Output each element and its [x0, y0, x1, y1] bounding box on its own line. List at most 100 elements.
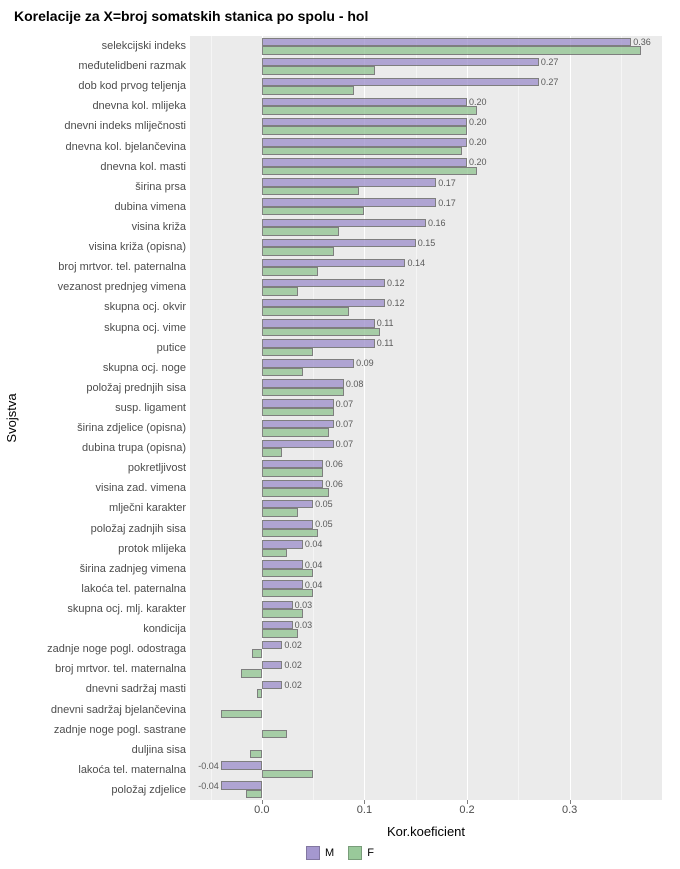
value-label: 0.04 [305, 539, 323, 549]
y-category-label: položaj zadnjih sisa [91, 523, 186, 535]
y-category-label: visina križa [132, 221, 186, 233]
bar-m [262, 540, 303, 549]
value-label: 0.08 [346, 379, 364, 389]
bar-f [262, 66, 375, 75]
value-label: 0.04 [305, 560, 323, 570]
bar-f [250, 750, 262, 759]
gridline-major [467, 36, 468, 800]
bar-f [262, 46, 642, 55]
bar-f [257, 689, 262, 698]
value-label: 0.20 [469, 137, 487, 147]
bar-f [262, 629, 298, 638]
legend-item-f: F [348, 846, 374, 860]
value-label: 0.06 [325, 459, 343, 469]
value-label: 0.14 [407, 258, 425, 268]
y-category-label: skupna ocj. noge [103, 362, 186, 374]
bar-f [262, 167, 477, 176]
bar-f [246, 790, 261, 799]
plot-area: 0.360.270.270.200.200.200.200.170.170.16… [190, 36, 662, 800]
value-label: 0.11 [377, 338, 394, 348]
value-label: 0.03 [295, 620, 313, 630]
chart-title: Korelacije za X=broj somatskih stanica p… [14, 8, 368, 24]
value-label: 0.04 [305, 580, 323, 590]
bar-f [262, 267, 318, 276]
value-label: 0.02 [284, 680, 302, 690]
bar-f [221, 710, 262, 719]
bar-f [262, 86, 354, 95]
value-label: 0.27 [541, 57, 559, 67]
bar-f [262, 187, 359, 196]
bar-f [262, 468, 324, 477]
value-label: 0.11 [377, 318, 394, 328]
y-category-label: putice [157, 342, 186, 354]
value-label: 0.27 [541, 77, 559, 87]
value-label: 0.12 [387, 298, 405, 308]
y-category-label: dnevna kol. mlijeka [92, 100, 186, 112]
bar-m [262, 219, 426, 228]
value-label: 0.07 [336, 439, 354, 449]
value-label: 0.02 [284, 640, 302, 650]
bar-m [221, 761, 262, 770]
bar-m [262, 158, 467, 167]
bar-m [262, 198, 436, 207]
bar-f [262, 328, 380, 337]
bar-f [262, 368, 303, 377]
bar-f [262, 247, 334, 256]
x-tick-label: 0.3 [562, 804, 577, 816]
value-label: 0.17 [438, 198, 456, 208]
bar-m [262, 420, 334, 429]
y-category-label: kondicija [143, 623, 186, 635]
bar-f [262, 348, 313, 357]
bar-f [262, 227, 339, 236]
value-label: 0.15 [418, 238, 436, 248]
y-category-label: skupna ocj. mlj. karakter [67, 603, 186, 615]
value-label: 0.06 [325, 479, 343, 489]
bar-m [262, 319, 375, 328]
value-label: 0.05 [315, 519, 333, 529]
value-label: 0.12 [387, 278, 405, 288]
bar-f [262, 488, 329, 497]
bar-f [262, 428, 329, 437]
bar-f [262, 730, 288, 739]
bar-m [262, 520, 313, 529]
value-label: 0.20 [469, 117, 487, 127]
bar-f [262, 508, 298, 517]
bar-m [262, 239, 416, 248]
y-category-label: zadnje noge pogl. sastrane [54, 724, 186, 736]
bar-f [262, 287, 298, 296]
legend-swatch-f [348, 846, 362, 860]
y-category-label: visina zad. vimena [96, 482, 187, 494]
legend: M F [0, 846, 680, 860]
y-category-label: širina prsa [135, 181, 186, 193]
y-category-label: položaj prednjih sisa [86, 382, 186, 394]
bar-m [262, 661, 283, 670]
bar-m [262, 98, 467, 107]
y-category-label: dnevni indeks mliječnosti [64, 120, 186, 132]
legend-label-f: F [367, 847, 374, 859]
y-category-label: visina križa (opisna) [89, 241, 186, 253]
value-label: -0.04 [198, 781, 219, 791]
bar-f [252, 649, 262, 658]
value-label: 0.36 [633, 37, 651, 47]
bar-f [262, 106, 477, 115]
bar-m [262, 641, 283, 650]
bar-f [262, 126, 467, 135]
y-category-label: skupna ocj. vime [104, 322, 186, 334]
value-label: 0.03 [295, 600, 313, 610]
bar-m [262, 178, 436, 187]
value-label: 0.05 [315, 499, 333, 509]
y-category-label: duljina sisa [132, 744, 186, 756]
y-category-label: pokretljivost [128, 462, 186, 474]
y-category-label: lakoća tel. paternalna [81, 583, 186, 595]
y-category-label: vezanost prednjeg vimena [58, 281, 186, 293]
bar-m [262, 138, 467, 147]
bar-f [262, 388, 344, 397]
y-category-label: zadnje noge pogl. odostraga [47, 643, 186, 655]
bar-f [262, 307, 349, 316]
y-category-label: lakoća tel. maternalna [78, 764, 186, 776]
chart-container: Korelacije za X=broj somatskih stanica p… [0, 0, 680, 869]
y-category-label: skupna ocj. okvir [104, 301, 186, 313]
y-category-label: dnevni sadržaj bjelančevina [51, 704, 186, 716]
bar-f [262, 147, 462, 156]
y-category-label: broj mrtvor. tel. maternalna [55, 663, 186, 675]
